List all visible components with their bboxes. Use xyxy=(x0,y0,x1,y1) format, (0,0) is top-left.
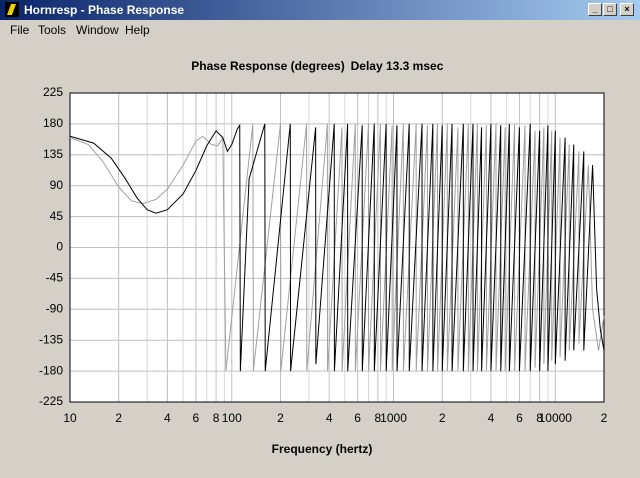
menu-item[interactable]: Tools xyxy=(38,23,67,37)
x-tick-label: 4 xyxy=(164,411,171,425)
x-tick-label: 100 xyxy=(222,411,242,425)
y-tick-label: -225 xyxy=(39,394,63,408)
y-tick-label: -135 xyxy=(39,332,63,346)
x-tick-label: 8 xyxy=(375,411,382,425)
x-tick-label: 6 xyxy=(193,411,200,425)
title-bar: Hornresp - Phase Response _ □ × xyxy=(0,0,640,20)
window-title: Hornresp - Phase Response xyxy=(24,3,185,17)
menu-item[interactable]: Window xyxy=(76,23,119,37)
y-tick-label: 0 xyxy=(56,240,63,254)
minimize-button[interactable]: _ xyxy=(588,3,602,16)
y-tick-label: 90 xyxy=(50,178,64,192)
x-tick-label: 4 xyxy=(488,411,495,425)
chart-subtitle: Delay 13.3 msec xyxy=(351,59,444,73)
chart: Phase Response (degrees) Delay 13.3 msec… xyxy=(39,59,608,456)
x-tick-label: 1000 xyxy=(380,411,407,425)
x-tick-label: 2 xyxy=(115,411,122,425)
x-axis-label: Frequency (hertz) xyxy=(272,442,373,456)
x-tick-label: 8 xyxy=(213,411,220,425)
y-tick-label: 135 xyxy=(43,147,63,161)
maximize-button[interactable]: □ xyxy=(603,3,617,16)
x-tick-label: 6 xyxy=(516,411,523,425)
menu-bar: File Tools Window Help xyxy=(0,20,640,40)
menu-item[interactable]: Help xyxy=(125,23,150,37)
x-tick-label: 2 xyxy=(277,411,284,425)
y-tick-label: 45 xyxy=(50,209,64,223)
x-tick-label: 4 xyxy=(326,411,333,425)
close-button[interactable]: × xyxy=(620,3,634,16)
x-tick-label: 2 xyxy=(601,411,608,425)
x-tick-label: 10000 xyxy=(539,411,573,425)
menu-item[interactable]: File xyxy=(10,23,30,37)
y-tick-label: -180 xyxy=(39,363,63,377)
y-tick-label: -90 xyxy=(46,301,64,315)
chart-title: Phase Response (degrees) xyxy=(191,59,344,73)
x-tick-label: 6 xyxy=(354,411,361,425)
x-tick-label: 8 xyxy=(536,411,543,425)
phase-line xyxy=(69,123,605,372)
app-icon xyxy=(5,2,19,17)
y-tick-label: 225 xyxy=(43,85,63,99)
x-tick-label: 10 xyxy=(63,411,77,425)
x-tick-label: 2 xyxy=(439,411,446,425)
plot-area xyxy=(69,92,605,403)
y-tick-label: -45 xyxy=(46,271,64,285)
y-tick-label: 180 xyxy=(43,116,63,130)
phase-line xyxy=(69,123,605,372)
